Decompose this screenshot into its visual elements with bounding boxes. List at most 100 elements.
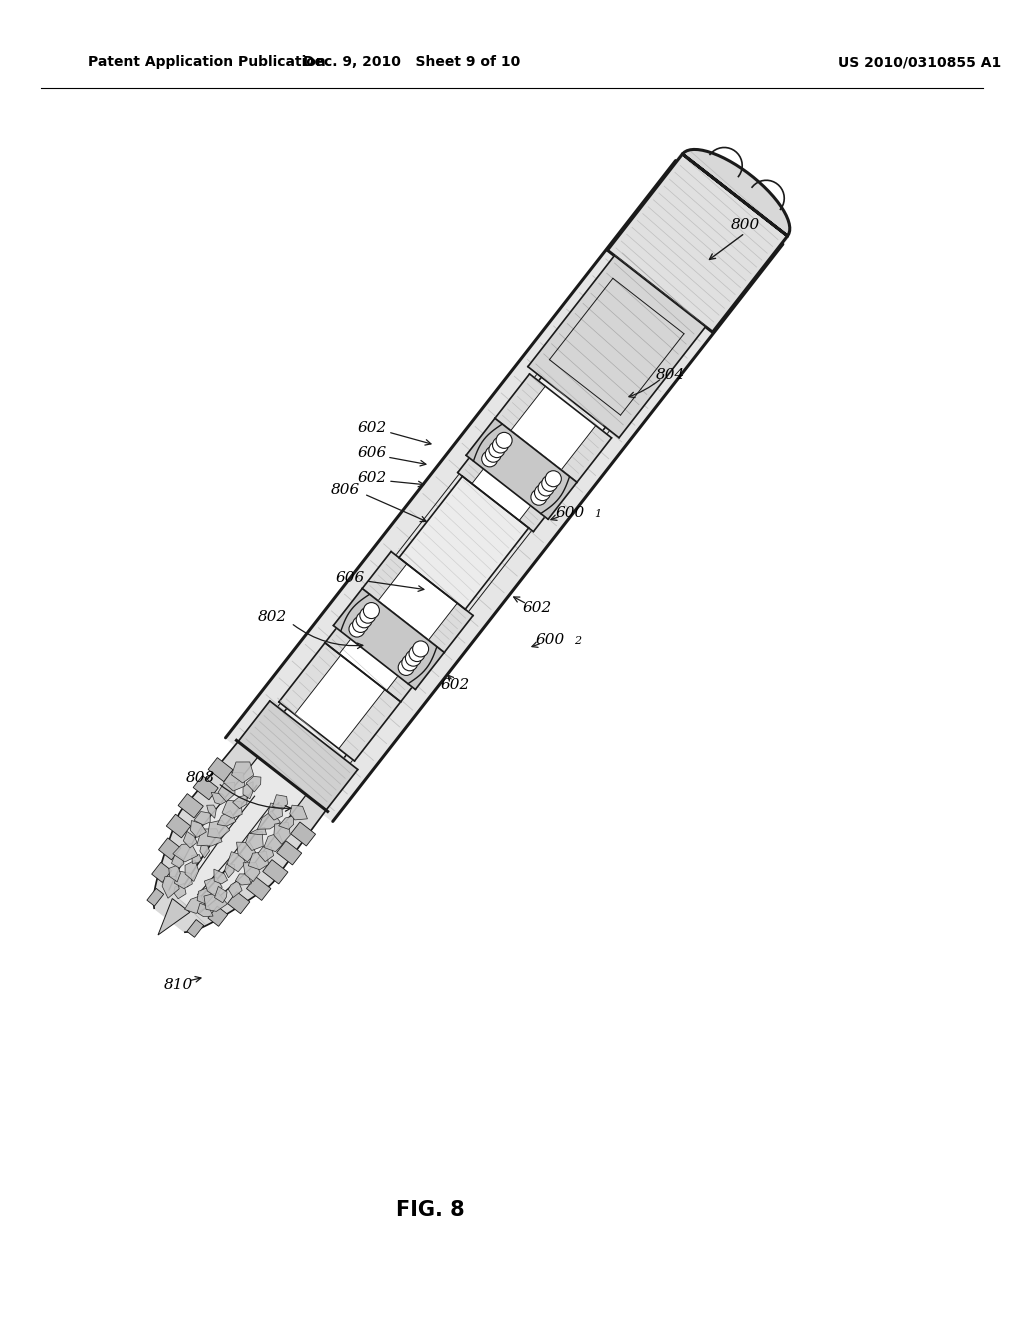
Polygon shape [171, 853, 184, 869]
Polygon shape [214, 869, 227, 884]
Polygon shape [158, 899, 189, 935]
Polygon shape [223, 772, 245, 791]
Polygon shape [250, 828, 266, 834]
Polygon shape [279, 816, 294, 829]
Polygon shape [159, 838, 181, 859]
Polygon shape [276, 841, 302, 865]
Polygon shape [198, 887, 213, 904]
Polygon shape [197, 829, 222, 846]
Polygon shape [208, 758, 233, 781]
Polygon shape [339, 620, 413, 690]
Polygon shape [204, 892, 227, 911]
Polygon shape [231, 762, 254, 783]
Polygon shape [173, 843, 198, 862]
Polygon shape [194, 812, 210, 825]
Polygon shape [208, 820, 229, 838]
Polygon shape [325, 610, 427, 702]
Polygon shape [607, 154, 787, 333]
Polygon shape [178, 793, 204, 818]
Text: 606: 606 [357, 446, 387, 459]
Polygon shape [268, 803, 283, 820]
Text: 808: 808 [185, 771, 215, 785]
Text: 800: 800 [730, 218, 760, 232]
Polygon shape [239, 701, 357, 810]
Polygon shape [152, 862, 172, 883]
Polygon shape [272, 795, 288, 809]
Polygon shape [511, 387, 596, 470]
Polygon shape [169, 865, 180, 882]
Polygon shape [187, 920, 204, 937]
Text: US 2010/0310855 A1: US 2010/0310855 A1 [839, 55, 1001, 69]
Polygon shape [472, 450, 545, 520]
Polygon shape [257, 810, 281, 829]
Circle shape [413, 642, 429, 657]
Polygon shape [284, 594, 436, 759]
Text: FIG. 8: FIG. 8 [395, 1200, 464, 1220]
Polygon shape [527, 256, 706, 438]
Polygon shape [334, 589, 444, 689]
Polygon shape [682, 149, 790, 236]
Polygon shape [185, 861, 199, 882]
Polygon shape [237, 842, 256, 862]
Polygon shape [246, 832, 263, 850]
Polygon shape [154, 742, 326, 932]
Polygon shape [162, 876, 179, 898]
Polygon shape [374, 378, 605, 642]
Polygon shape [215, 887, 227, 903]
Text: 802: 802 [257, 610, 287, 624]
Polygon shape [399, 477, 528, 610]
Polygon shape [258, 846, 273, 862]
Circle shape [496, 433, 512, 449]
Polygon shape [246, 776, 261, 792]
Circle shape [535, 484, 551, 500]
Polygon shape [362, 552, 473, 652]
Circle shape [530, 490, 547, 506]
Polygon shape [228, 880, 242, 898]
Polygon shape [378, 564, 458, 640]
Text: 804: 804 [655, 368, 685, 381]
Circle shape [546, 471, 561, 487]
Polygon shape [166, 814, 190, 838]
Circle shape [481, 451, 498, 467]
Polygon shape [191, 854, 202, 863]
Text: 810: 810 [164, 978, 193, 993]
Polygon shape [248, 851, 268, 870]
Polygon shape [183, 832, 198, 847]
Polygon shape [243, 863, 260, 882]
Circle shape [398, 660, 414, 676]
Polygon shape [279, 643, 400, 762]
Text: 602: 602 [357, 471, 387, 484]
Circle shape [409, 645, 425, 661]
Circle shape [542, 475, 558, 491]
Text: 806: 806 [331, 483, 359, 498]
Text: Patent Application Publication: Patent Application Publication [88, 55, 326, 69]
Polygon shape [194, 776, 218, 800]
Polygon shape [146, 888, 164, 906]
Text: 1: 1 [594, 510, 601, 519]
Text: 600: 600 [555, 506, 585, 520]
Polygon shape [295, 655, 385, 748]
Polygon shape [263, 859, 288, 884]
Polygon shape [291, 822, 315, 846]
Circle shape [406, 651, 422, 667]
Polygon shape [290, 805, 307, 820]
Polygon shape [200, 845, 210, 858]
Polygon shape [227, 851, 246, 871]
Polygon shape [247, 876, 271, 900]
Polygon shape [495, 374, 611, 482]
Text: Dec. 9, 2010   Sheet 9 of 10: Dec. 9, 2010 Sheet 9 of 10 [303, 55, 520, 69]
Polygon shape [243, 781, 253, 799]
Polygon shape [184, 895, 206, 913]
Polygon shape [174, 871, 193, 888]
Polygon shape [218, 783, 234, 801]
Polygon shape [458, 440, 559, 532]
Circle shape [349, 622, 365, 638]
Polygon shape [222, 800, 242, 818]
Polygon shape [225, 153, 788, 821]
Circle shape [364, 602, 380, 619]
Circle shape [485, 446, 502, 462]
Text: 2: 2 [574, 636, 582, 645]
Text: 606: 606 [336, 572, 365, 585]
Polygon shape [211, 792, 227, 804]
Polygon shape [217, 810, 236, 826]
